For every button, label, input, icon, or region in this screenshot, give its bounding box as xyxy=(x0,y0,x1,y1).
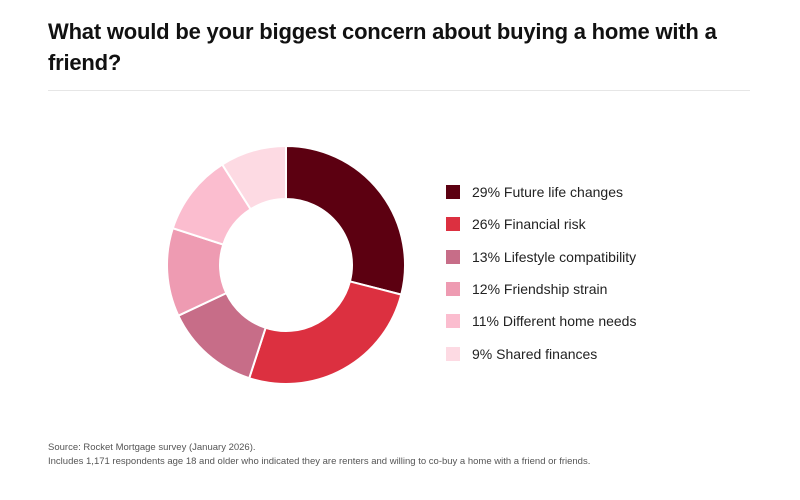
legend-label: 26% Financial risk xyxy=(472,216,586,233)
source-note: Source: Rocket Mortgage survey (January … xyxy=(48,442,256,453)
chart-title: What would be your biggest concern about… xyxy=(48,19,717,75)
donut-slice-financial-risk xyxy=(247,280,403,385)
legend-item-lifestyle-compatibility: 13% Lifestyle compatibility xyxy=(446,241,636,273)
donut-slice-future-life-changes xyxy=(285,145,406,296)
legend-label: 9% Shared finances xyxy=(472,345,598,362)
legend-swatch xyxy=(446,185,460,200)
legend-item-future-life-changes: 29% Future life changes xyxy=(446,176,636,208)
methodology-note: Includes 1,171 respondents age 18 and ol… xyxy=(48,456,591,467)
legend-label: 13% Lifestyle compatibility xyxy=(472,248,637,265)
chart-legend: 29% Future life changes 26% Financial ri… xyxy=(446,176,636,370)
chart-footer: Source: Rocket Mortgage survey (January … xyxy=(48,441,590,469)
legend-swatch xyxy=(446,217,460,232)
legend-item-friendship-strain: 12% Friendship strain xyxy=(446,273,636,305)
legend-label: 29% Future life changes xyxy=(472,184,623,201)
donut-chart xyxy=(166,145,406,385)
legend-item-financial-risk: 26% Financial risk xyxy=(446,208,636,240)
donut-slice-shared-finances xyxy=(220,145,287,211)
legend-label: 11% Different home needs xyxy=(472,313,637,330)
legend-item-different-home-needs: 11% Different home needs xyxy=(446,305,636,337)
legend-swatch xyxy=(446,314,460,329)
legend-label: 12% Friendship strain xyxy=(472,281,608,298)
legend-item-shared-finances: 9% Shared finances xyxy=(446,337,636,369)
legend-swatch xyxy=(446,282,460,297)
legend-swatch xyxy=(446,346,460,361)
title-divider xyxy=(48,90,750,91)
legend-swatch xyxy=(446,249,460,264)
